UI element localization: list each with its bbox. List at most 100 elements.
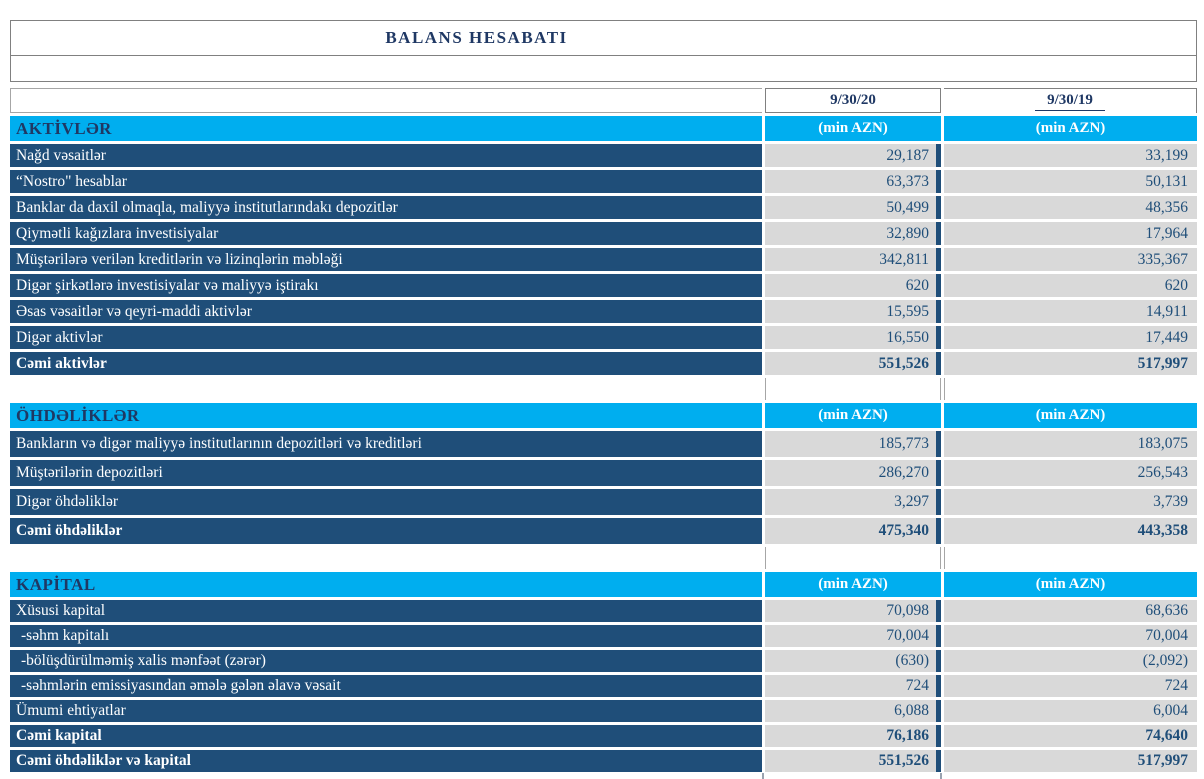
table-row: Ümumi ehtiyatlar 6,088 6,004 bbox=[10, 700, 1197, 722]
unit-label-col1: (min AZN) bbox=[765, 572, 941, 597]
section-title: AKTİVLƏR bbox=[16, 118, 112, 138]
value-col2: 335,367 bbox=[944, 248, 1197, 271]
bottom-strip bbox=[10, 772, 1197, 779]
value-col1: 551,526 bbox=[765, 352, 941, 375]
value-col2: 620 bbox=[944, 274, 1197, 297]
value-col2: 724 bbox=[944, 675, 1197, 697]
page-title: BALANS HESABATI bbox=[385, 28, 568, 47]
date-column-1: 9/30/20 bbox=[765, 88, 941, 113]
date-header-row: 9/30/20 9/30/19 bbox=[10, 88, 1197, 113]
report-title-box: BALANS HESABATI bbox=[10, 20, 1197, 56]
sections-container: AKTİVLƏR (min AZN) (min AZN) Nağd vəsait… bbox=[10, 116, 1204, 772]
row-label: Qiymətli kağızlara investisiyalar bbox=[10, 222, 762, 245]
row-label: Xüsusi kapital bbox=[10, 600, 762, 622]
value-col1: 3,297 bbox=[765, 489, 941, 515]
table-row: -bölüşdürülməmiş xalis mənfəət (zərər) (… bbox=[10, 650, 1197, 672]
table-row: Əsas vəsaitlər və qeyri-maddi aktivlər 1… bbox=[10, 300, 1197, 323]
column-divider-tick bbox=[762, 773, 764, 779]
table-row: “Nostro" hesablar 63,373 50,131 bbox=[10, 170, 1197, 193]
value-col2: 74,640 bbox=[944, 725, 1197, 747]
row-label: Cəmi öhdəliklər və kapital bbox=[10, 750, 762, 772]
row-label: Cəmi aktivlər bbox=[10, 352, 762, 375]
table-row: Digər aktivlər 16,550 17,449 bbox=[10, 326, 1197, 349]
row-label: Digər şirkətlərə investisiyalar və maliy… bbox=[10, 274, 762, 297]
row-label: Bankların və digər maliyyə institutların… bbox=[10, 431, 762, 457]
value-col1: 32,890 bbox=[765, 222, 941, 245]
value-col2: 70,004 bbox=[944, 625, 1197, 647]
table-row: -səhm kapitalı 70,004 70,004 bbox=[10, 625, 1197, 647]
row-label: Müştərilərin depozitləri bbox=[10, 460, 762, 486]
value-col2: 183,075 bbox=[944, 431, 1197, 457]
value-col2: 17,449 bbox=[944, 326, 1197, 349]
value-col1: 6,088 bbox=[765, 700, 941, 722]
value-col1: (630) bbox=[765, 650, 941, 672]
value-col2: 256,543 bbox=[944, 460, 1197, 486]
value-col1: 16,550 bbox=[765, 326, 941, 349]
row-label: Banklar da daxil olmaqla, maliyyə instit… bbox=[10, 196, 762, 219]
value-col1: 724 bbox=[765, 675, 941, 697]
unit-label-col2: (min AZN) bbox=[944, 116, 1197, 141]
value-col2: 17,964 bbox=[944, 222, 1197, 245]
value-col1: 70,004 bbox=[765, 625, 941, 647]
value-col2: 517,997 bbox=[944, 352, 1197, 375]
empty-spacer-row bbox=[10, 56, 1197, 82]
value-col2: 6,004 bbox=[944, 700, 1197, 722]
table-row: Cəmi öhdəliklər 475,340 443,358 bbox=[10, 518, 1197, 544]
unit-label-col2: (min AZN) bbox=[944, 572, 1197, 597]
value-col2: 517,997 bbox=[944, 750, 1197, 772]
value-col2: 3,739 bbox=[944, 489, 1197, 515]
table-row: Banklar da daxil olmaqla, maliyyə instit… bbox=[10, 196, 1197, 219]
row-label: Cəmi öhdəliklər bbox=[10, 518, 762, 544]
section-gap-row bbox=[10, 378, 1197, 400]
row-label: Nağd vəsaitlər bbox=[10, 144, 762, 167]
value-col2: 68,636 bbox=[944, 600, 1197, 622]
table-row: Nağd vəsaitlər 29,187 33,199 bbox=[10, 144, 1197, 167]
table-row: Cəmi aktivlər 551,526 517,997 bbox=[10, 352, 1197, 375]
value-col1: 50,499 bbox=[765, 196, 941, 219]
unit-label-col1: (min AZN) bbox=[765, 403, 941, 428]
value-col2: 48,356 bbox=[944, 196, 1197, 219]
date-column-2: 9/30/19 bbox=[944, 88, 1197, 113]
value-col1: 286,270 bbox=[765, 460, 941, 486]
row-label: -bölüşdürülməmiş xalis mənfəət (zərər) bbox=[10, 650, 762, 672]
table-row: Müştərilərin depozitləri 286,270 256,543 bbox=[10, 460, 1197, 486]
column-divider-tick bbox=[940, 773, 942, 779]
value-col1: 185,773 bbox=[765, 431, 941, 457]
table-row: Cəmi öhdəliklər və kapital 551,526 517,9… bbox=[10, 750, 1197, 772]
value-col1: 70,098 bbox=[765, 600, 941, 622]
value-col1: 63,373 bbox=[765, 170, 941, 193]
date-column-2-label: 9/30/19 bbox=[1035, 92, 1105, 111]
value-col1: 551,526 bbox=[765, 750, 941, 772]
value-col2: 33,199 bbox=[944, 144, 1197, 167]
row-label: “Nostro" hesablar bbox=[10, 170, 762, 193]
table-row: Digər şirkətlərə investisiyalar və maliy… bbox=[10, 274, 1197, 297]
row-label: Müştərilərə verilən kreditlərin və lizin… bbox=[10, 248, 762, 271]
value-col1: 620 bbox=[765, 274, 941, 297]
table-row: Qiymətli kağızlara investisiyalar 32,890… bbox=[10, 222, 1197, 245]
value-col1: 76,186 bbox=[765, 725, 941, 747]
unit-label-col1: (min AZN) bbox=[765, 116, 941, 141]
table-row: -səhmlərin emissiyasından əmələ gələn əl… bbox=[10, 675, 1197, 697]
table-row: Digər öhdəliklər 3,297 3,739 bbox=[10, 489, 1197, 515]
value-col1: 342,811 bbox=[765, 248, 941, 271]
value-col2: 14,911 bbox=[944, 300, 1197, 323]
row-label: Digər öhdəliklər bbox=[10, 489, 762, 515]
table-row: Xüsusi kapital 70,098 68,636 bbox=[10, 600, 1197, 622]
value-col1: 475,340 bbox=[765, 518, 941, 544]
unit-label-col2: (min AZN) bbox=[944, 403, 1197, 428]
value-col1: 15,595 bbox=[765, 300, 941, 323]
row-label: Ümumi ehtiyatlar bbox=[10, 700, 762, 722]
date-header-label-cell bbox=[10, 88, 762, 113]
row-label: Cəmi kapital bbox=[10, 725, 762, 747]
row-label: Digər aktivlər bbox=[10, 326, 762, 349]
row-label: -səhm kapitalı bbox=[10, 625, 762, 647]
table-row: Bankların və digər maliyyə institutların… bbox=[10, 431, 1197, 457]
row-label: -səhmlərin emissiyasından əmələ gələn əl… bbox=[10, 675, 762, 697]
section-gap-row bbox=[10, 547, 1197, 569]
section-header-row: AKTİVLƏR (min AZN) (min AZN) bbox=[10, 116, 1197, 141]
row-label: Əsas vəsaitlər və qeyri-maddi aktivlər bbox=[10, 300, 762, 323]
section-title: KAPİTAL bbox=[16, 574, 96, 594]
value-col2: 443,358 bbox=[944, 518, 1197, 544]
